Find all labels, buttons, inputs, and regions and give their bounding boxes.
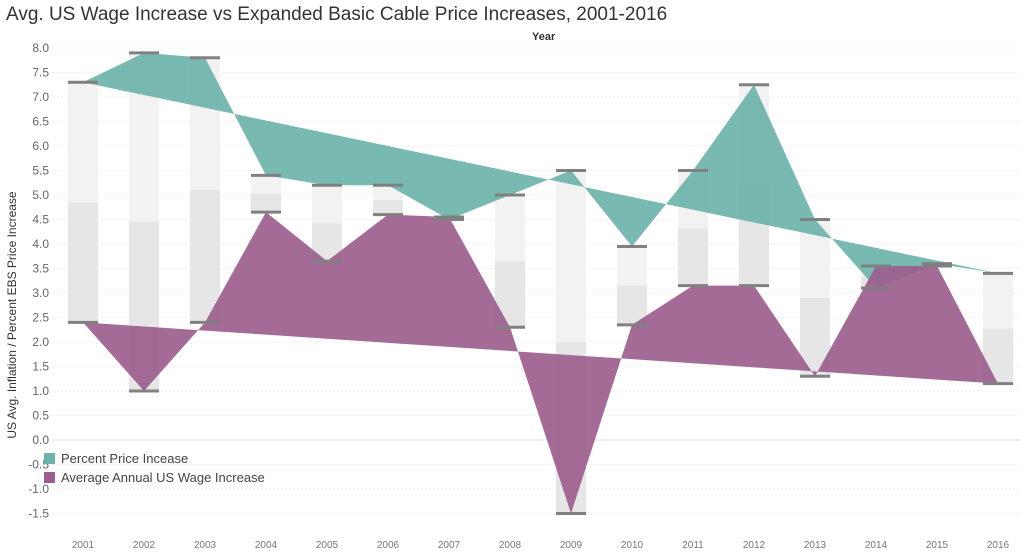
range-band-upper [556,170,586,342]
y-tick-labels: 8.0 7.5 7.0 6.5 6.0 5.5 5.0 4.5 4.0 3.5 3.0 2.5 2.0 1… [28,41,49,521]
x-tick-label: 2003 [194,540,217,551]
x-tick-label: 2007 [438,540,461,551]
range-band-upper [983,273,1013,329]
legend-item-price[interactable]: Percent Price Incease [44,449,265,468]
range-caps [68,51,1013,515]
x-tick-label: 2016 [987,540,1010,551]
x-tick-label: 2001 [72,540,95,551]
x-tick-label: 2015 [926,540,949,551]
x-tick-label: 2011 [682,540,704,551]
range-band-lower [190,190,220,323]
x-tick-label: 2013 [804,540,827,551]
y-tick-label: 7.5 [32,66,49,80]
range-band-upper [251,175,281,194]
x-tick-label: 2002 [133,540,156,551]
y-tick-label: -1.5 [28,507,49,521]
legend-item-wage[interactable]: Average Annual US Wage Increase [44,468,265,487]
x-axis-header: Year [532,31,556,43]
x-tick-label: 2010 [621,540,644,551]
range-band-upper [495,195,525,262]
legend-label-wage: Average Annual US Wage Increase [61,470,265,485]
series-areas [83,52,998,514]
range-band-lower [617,285,647,325]
range-band-lower [251,193,281,213]
y-tick-label: 1.5 [32,360,49,374]
y-tick-label: 3.0 [32,286,49,300]
legend-swatch-price [44,453,55,464]
y-tick-label: 0.5 [32,409,49,423]
legend-label-price: Percent Price Incease [61,451,189,466]
chart-title: Avg. US Wage Increase vs Expanded Basic … [6,4,668,25]
range-band-lower [373,199,403,215]
legend-swatch-wage [44,472,55,483]
y-tick-label: 4.5 [32,213,49,227]
range-band-lower [68,202,98,323]
range-band-upper [617,246,647,286]
y-tick-label: -1.0 [28,482,49,496]
x-tick-label: 2004 [255,540,278,551]
y-tick-label: 8.0 [32,41,49,55]
x-tick-label: 2012 [743,540,766,551]
y-tick-label: 2.5 [32,311,49,325]
x-tick-label: 2014 [865,540,888,551]
y-tick-label: 0.0 [32,433,49,447]
range-band-upper [68,82,98,203]
y-tick-label: 6.5 [32,115,49,129]
x-tick-label: 2008 [499,540,522,551]
price-increase-area [83,52,998,289]
y-tick-label: 3.5 [32,262,49,276]
y-tick-label: 1.0 [32,384,49,398]
y-tick-label: 5.0 [32,188,49,202]
y-tick-label: 7.0 [32,90,49,104]
wage-increase-area [83,212,998,514]
legend: Percent Price Incease Average Annual US … [44,449,265,487]
x-tick-label: 2006 [377,540,400,551]
y-tick-label: 6.0 [32,139,49,153]
x-tick-label: 2009 [560,540,583,551]
y-tick-label: 5.5 [32,164,49,178]
range-band-upper [312,185,342,224]
range-band-lower [678,228,708,286]
x-tick-label: 2005 [316,540,339,551]
y-tick-label: 2.0 [32,335,49,349]
y-tick-label: 4.0 [32,237,49,251]
x-tick-labels: 2001 2002 2003 2004 2005 2006 2007 2008 2009 2010… [72,540,1010,551]
